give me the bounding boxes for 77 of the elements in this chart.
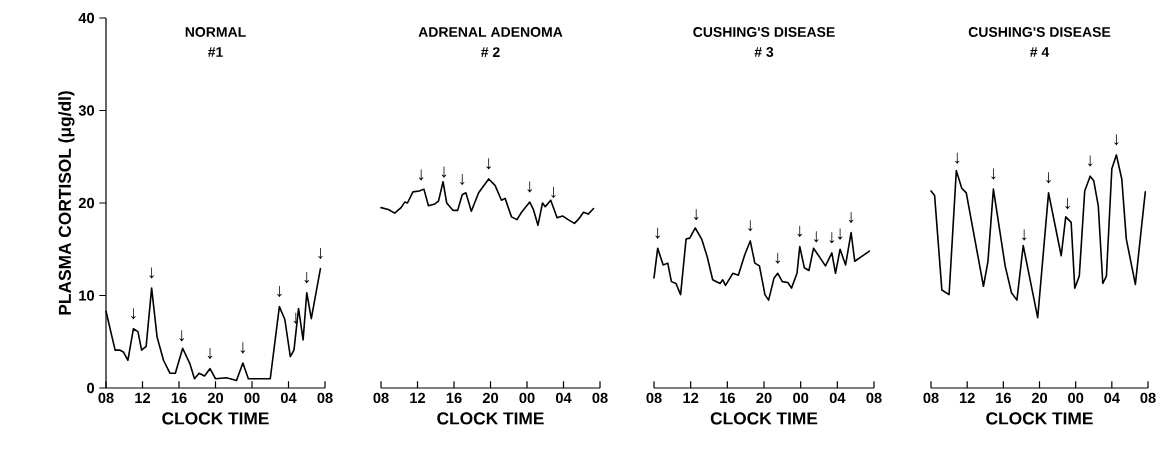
annotation: ↓ bbox=[693, 209, 699, 221]
y-tick-label: 40 bbox=[78, 12, 95, 24]
x-tick-label: 12 bbox=[959, 392, 975, 403]
y-tick-label: 20 bbox=[78, 197, 95, 209]
x-axis-title: CLOCK TIME bbox=[710, 412, 818, 425]
annotation: ↓ bbox=[304, 272, 309, 284]
x-tick-label: 16 bbox=[171, 392, 187, 404]
x-tick-label: 04 bbox=[555, 392, 572, 404]
annotation: ↓ bbox=[1114, 134, 1119, 146]
y-tick-label: 30 bbox=[78, 105, 95, 116]
text: #1 bbox=[207, 47, 223, 57]
x-tick-label: 08 bbox=[646, 392, 662, 404]
y-tick-label: 10 bbox=[79, 290, 95, 301]
annotation: ↓ bbox=[775, 252, 780, 264]
annotation: ↓ bbox=[131, 308, 136, 320]
y-axis-title: PLASMA CORTISOL (μg/dl) bbox=[58, 91, 75, 315]
x-tick-label: 04 bbox=[829, 392, 846, 404]
x-tick-label: 08 bbox=[923, 392, 939, 404]
x-tick-label: 08 bbox=[98, 392, 114, 404]
annotation: ↓ bbox=[814, 231, 819, 243]
annotation: ↓ bbox=[797, 225, 802, 237]
chart-title: CUSHING'S DISEASE bbox=[693, 27, 835, 37]
annotation: ↓ bbox=[240, 342, 246, 354]
annotation: ↓ bbox=[486, 158, 491, 170]
y-tick-label: 0 bbox=[87, 382, 95, 394]
x-axis-title: CLOCK TIME bbox=[162, 412, 269, 425]
annotation: ↓ bbox=[293, 312, 298, 324]
x-tick-label: 04 bbox=[1104, 392, 1120, 404]
annotation: ↓ bbox=[748, 220, 753, 232]
x-tick-label: 00 bbox=[793, 392, 809, 404]
annotation: ↓ bbox=[955, 152, 960, 164]
x-tick-label: 08 bbox=[866, 392, 882, 404]
x-tick-label: 20 bbox=[1031, 392, 1048, 404]
x-tick-label: 16 bbox=[446, 392, 462, 404]
x-tick-label: 12 bbox=[135, 392, 151, 403]
x-tick-label: 12 bbox=[410, 392, 426, 403]
chart-title: ADRENAL ADENOMA bbox=[418, 27, 563, 37]
x-tick-label: 00 bbox=[519, 392, 535, 404]
annotation: ↓ bbox=[551, 186, 556, 199]
x-axis-title: CLOCK TIME bbox=[437, 412, 544, 425]
chart-title: NORMAL bbox=[185, 27, 246, 37]
x-tick-label: 12 bbox=[683, 392, 699, 403]
annotation: ↓ bbox=[418, 169, 424, 181]
chart-title: CUSHING'S DISEASE bbox=[968, 27, 1111, 37]
x-tick-label: 04 bbox=[280, 392, 297, 404]
annotation: ↓ bbox=[441, 166, 447, 178]
text: # 2 bbox=[481, 47, 500, 57]
annotation: ↓ bbox=[207, 347, 213, 359]
x-tick-label: 16 bbox=[720, 392, 735, 404]
x-tick-label: 08 bbox=[592, 392, 608, 404]
x-tick-label: 00 bbox=[1068, 392, 1084, 404]
x-tick-label: 08 bbox=[1140, 392, 1156, 404]
x-tick-label: 20 bbox=[482, 392, 499, 404]
annotation: ↓ bbox=[829, 232, 835, 244]
x-axis-title: CLOCK TIME bbox=[986, 412, 1093, 425]
annotation: ↓ bbox=[318, 248, 323, 260]
annotation: ↓ bbox=[837, 228, 843, 240]
annotation: ↓ bbox=[655, 227, 660, 239]
annotation: ↓ bbox=[991, 168, 996, 180]
annotation: ↓ bbox=[179, 330, 184, 342]
x-tick-label: 20 bbox=[756, 392, 772, 404]
annotation: ↓ bbox=[527, 181, 532, 193]
annotation: ↓ bbox=[1065, 198, 1070, 210]
annotation: ↓ bbox=[1021, 229, 1027, 241]
x-tick-label: 08 bbox=[317, 392, 333, 404]
annotation: ↓ bbox=[1046, 172, 1051, 184]
x-tick-label: 20 bbox=[207, 392, 224, 404]
annotation: ↓ bbox=[149, 267, 154, 279]
x-tick-label: 00 bbox=[244, 392, 260, 404]
annotation: ↓ bbox=[277, 285, 282, 298]
x-tick-label: 08 bbox=[373, 392, 389, 404]
annotation: ↓ bbox=[1087, 155, 1093, 167]
annotation: ↓ bbox=[460, 174, 465, 186]
text: # 4 bbox=[1030, 47, 1050, 57]
x-tick-label: 16 bbox=[996, 392, 1011, 404]
annotation: ↓ bbox=[848, 211, 854, 224]
text: # 3 bbox=[754, 47, 774, 57]
